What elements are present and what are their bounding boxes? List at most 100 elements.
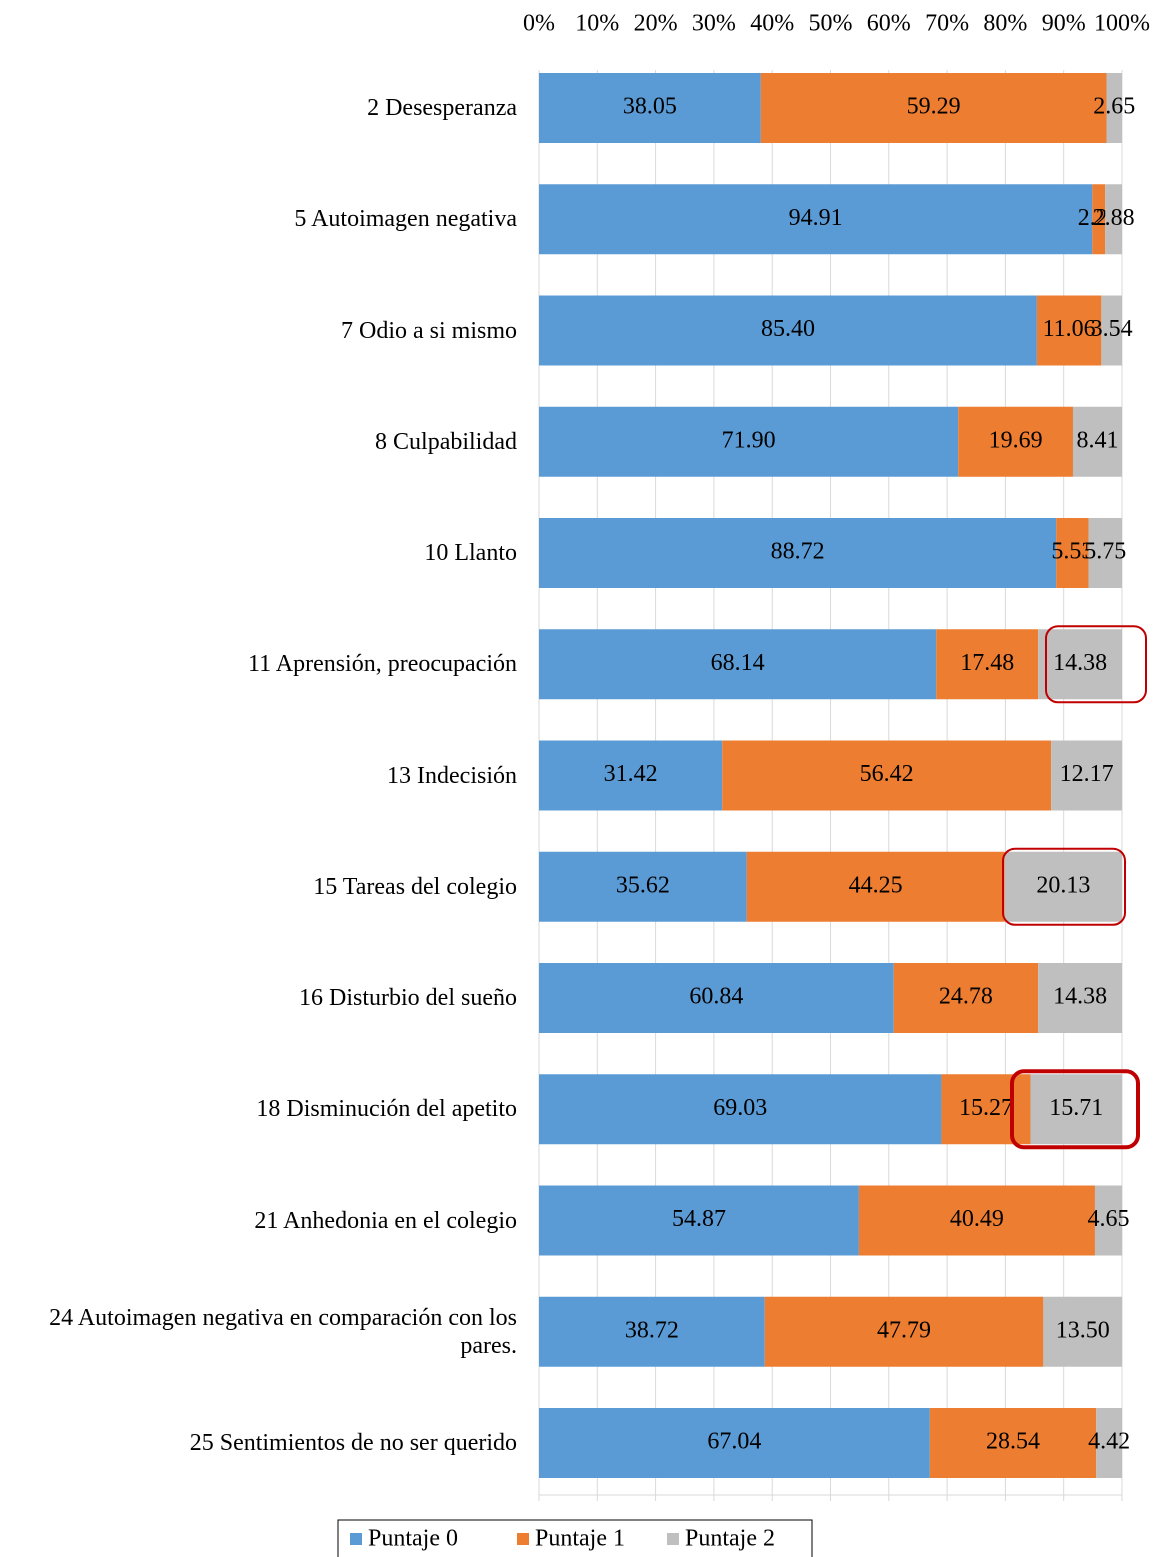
bar-segment — [1038, 963, 1122, 1033]
bar-segment — [539, 1074, 942, 1145]
data-label: 3.54 — [1091, 316, 1133, 342]
data-label: 38.05 — [623, 94, 677, 120]
data-label: 71.90 — [722, 427, 776, 453]
data-label: 35.62 — [616, 872, 670, 898]
category-label: 21 Anhedonia en el colegio — [254, 1207, 517, 1234]
data-label: 94.91 — [789, 205, 843, 231]
data-label: 38.72 — [625, 1317, 679, 1343]
x-tick-label: 10% — [575, 11, 619, 37]
category-label: 24 Autoimagen negativa en comparación co… — [49, 1304, 517, 1359]
bar-segment — [929, 1408, 1097, 1478]
bar-segment — [1043, 1296, 1123, 1367]
data-label: 44.25 — [849, 872, 903, 898]
data-label: 4.65 — [1088, 1206, 1130, 1232]
category-label: 7 Odio a si mismo — [340, 317, 517, 344]
category-label: 25 Sentimientos de no ser querido — [189, 1430, 517, 1456]
legend-swatch — [517, 1533, 529, 1545]
data-label: 69.03 — [713, 1095, 767, 1121]
category-label: 16 Disturbio del sueño — [299, 985, 517, 1011]
bar-segment — [1038, 629, 1122, 700]
data-label: 24.78 — [939, 984, 993, 1010]
data-label: 4.42 — [1088, 1429, 1130, 1455]
bar-segment — [539, 740, 723, 811]
x-tick-label: 0% — [523, 11, 555, 37]
bar-segment — [722, 740, 1052, 811]
bar-segment — [1105, 184, 1122, 255]
data-label: 5.53 — [1051, 539, 1093, 565]
legend-label: Puntaje 0 — [368, 1526, 458, 1552]
category-label: 10 Llanto — [424, 540, 517, 566]
data-label: 12.17 — [1060, 761, 1114, 787]
legend-swatch — [350, 1533, 362, 1545]
data-label: 17.48 — [960, 650, 1014, 676]
bar-segment — [539, 295, 1037, 366]
data-label: 31.42 — [604, 761, 658, 787]
bar-segment — [539, 406, 959, 477]
data-label: 5.75 — [1084, 539, 1126, 565]
bar-segment — [1004, 851, 1122, 922]
data-label: 14.38 — [1053, 650, 1107, 676]
highlight-box — [1002, 847, 1126, 926]
category-label: 18 Disminución del apetito — [256, 1096, 517, 1123]
data-label: 11.06 — [1043, 316, 1096, 342]
data-label: 14.38 — [1053, 984, 1107, 1010]
bar-segment — [1092, 184, 1106, 255]
category-label: 5 Autoimagen negativa — [294, 206, 517, 233]
bar-segment — [1072, 406, 1122, 477]
bar-segment — [746, 851, 1005, 922]
bar-segment — [539, 963, 894, 1033]
legend-swatch — [667, 1533, 679, 1545]
category-label: 2 Desesperanza — [367, 95, 517, 121]
bar-segment — [539, 184, 1093, 255]
data-label: 56.42 — [860, 761, 914, 787]
data-label: 20.13 — [1036, 872, 1090, 898]
x-tick-label: 90% — [1042, 11, 1086, 37]
bar-segment — [1056, 518, 1089, 588]
bar-segment — [539, 1296, 765, 1367]
bar-segment — [539, 73, 761, 143]
data-label: 47.79 — [877, 1317, 931, 1343]
data-label: 13.50 — [1056, 1317, 1110, 1343]
bar-segment — [1088, 518, 1122, 588]
bar-segment — [539, 1408, 930, 1478]
x-tick-label: 30% — [692, 11, 736, 37]
bar-segment — [1101, 295, 1122, 366]
data-label: 28.54 — [986, 1429, 1040, 1455]
category-label: 13 Indecisión — [387, 762, 517, 789]
category-label: 11 Aprensión, preocupación — [247, 651, 517, 678]
bar-segment — [893, 963, 1039, 1033]
bar-segment — [760, 73, 1107, 143]
highlight-box — [1045, 625, 1147, 704]
x-tick-label: 50% — [809, 11, 853, 37]
data-label: 67.04 — [707, 1429, 761, 1455]
category-label: 8 Culpabilidad — [375, 428, 517, 455]
data-label: 59.29 — [907, 94, 961, 120]
data-label: 88.72 — [771, 539, 825, 565]
data-label: 68.14 — [711, 650, 765, 676]
bar-segment — [539, 1185, 859, 1256]
data-label: 8.41 — [1076, 427, 1118, 453]
bar-segment — [1094, 1185, 1123, 1256]
data-label: 15.71 — [1049, 1095, 1103, 1121]
bar-segment — [1106, 73, 1122, 143]
bar-segment — [1096, 1408, 1122, 1478]
bar-segment — [941, 1074, 1031, 1145]
x-tick-label: 20% — [634, 11, 678, 37]
data-label: 2.88 — [1093, 205, 1135, 231]
x-tick-label: 40% — [750, 11, 794, 37]
bar-segment — [936, 629, 1039, 700]
bar-segment — [764, 1296, 1044, 1367]
x-tick-label: 60% — [867, 11, 911, 37]
legend-label: Puntaje 1 — [535, 1526, 625, 1552]
bar-segment — [539, 518, 1057, 588]
data-label: 40.49 — [950, 1206, 1004, 1232]
bar-segment — [539, 629, 937, 700]
data-label: 85.40 — [761, 316, 815, 342]
bar-segment — [858, 1185, 1095, 1256]
data-label: 15.27 — [959, 1095, 1013, 1121]
x-tick-label: 70% — [925, 11, 969, 37]
data-label: 60.84 — [689, 984, 743, 1010]
data-label: 19.69 — [989, 427, 1043, 453]
